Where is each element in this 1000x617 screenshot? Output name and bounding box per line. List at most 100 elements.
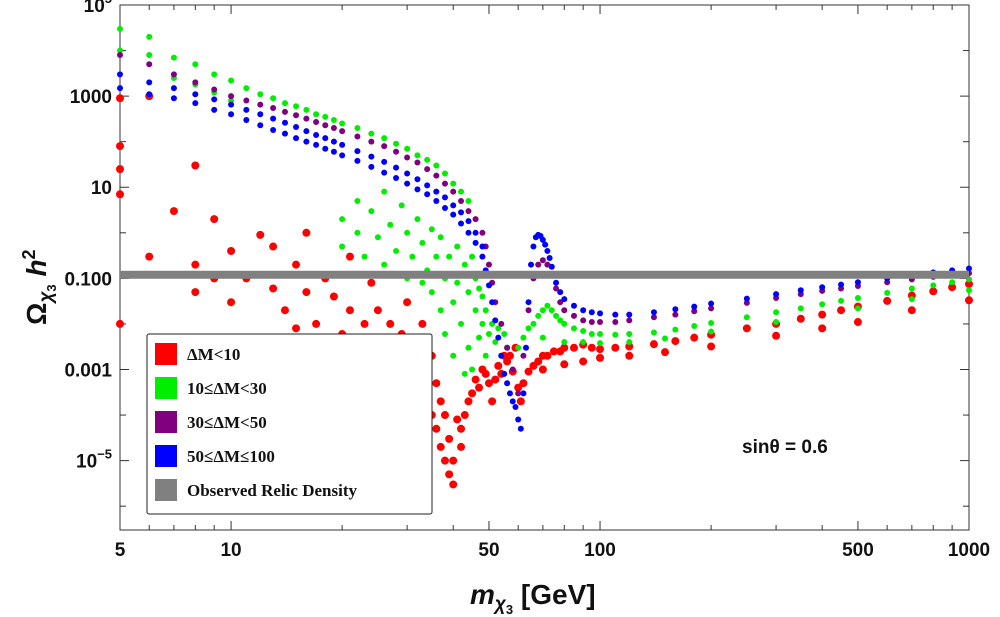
scatter-point <box>393 148 400 155</box>
scatter-point <box>368 208 375 215</box>
scatter-point <box>116 165 124 174</box>
scatter-point <box>116 319 124 328</box>
scatter-point <box>626 339 633 346</box>
scatter-point <box>256 230 265 239</box>
y-tick-label: 105 <box>84 0 112 17</box>
scatter-point <box>907 306 916 315</box>
scatter-point <box>360 319 369 328</box>
scatter-point <box>498 320 505 327</box>
scatter-point <box>117 25 123 32</box>
scatter-point <box>368 138 375 145</box>
scatter-point <box>374 234 381 241</box>
legend-swatch <box>155 479 177 501</box>
scatter-point <box>458 220 465 227</box>
scatter-point <box>742 324 751 333</box>
scatter-point <box>773 309 780 316</box>
scatter-point <box>672 306 679 313</box>
scatter-point <box>257 91 264 98</box>
legend-swatch <box>155 411 177 433</box>
scatter-point <box>170 71 177 78</box>
scatter-point <box>354 133 361 140</box>
scatter-point <box>433 172 440 179</box>
scatter-point <box>449 456 458 465</box>
scatter-point <box>516 397 525 406</box>
scatter-point <box>544 302 551 309</box>
scatter-point <box>145 252 154 261</box>
scatter-point <box>461 261 468 268</box>
scatter-point <box>515 390 522 397</box>
scatter-point <box>454 279 461 286</box>
scatter-point <box>404 180 411 187</box>
scatter-point <box>476 285 483 292</box>
scatter-point <box>404 154 411 161</box>
scatter-point <box>414 159 421 166</box>
scatter-point <box>293 135 300 142</box>
scatter-point <box>303 115 310 122</box>
scatter-point <box>330 138 337 145</box>
scatter-point <box>772 331 781 340</box>
scatter-point <box>596 345 605 354</box>
scatter-point <box>146 51 153 58</box>
scatter-point <box>367 278 376 287</box>
scatter-point <box>424 191 431 198</box>
scatter-point <box>303 138 310 145</box>
scatter-point <box>504 344 511 351</box>
scatter-point <box>339 152 346 159</box>
scatter-point <box>330 116 337 123</box>
scatter-point <box>386 319 395 328</box>
sin-theta-annotation: sinθ = 0.6 <box>742 437 828 458</box>
scatter-point <box>461 370 468 377</box>
scatter-point <box>281 130 288 137</box>
scatter-point <box>465 344 472 351</box>
scatter-point <box>428 226 435 233</box>
scatter-point <box>432 379 441 388</box>
scatter-point <box>464 397 473 406</box>
scatter-point <box>393 174 400 181</box>
scatter-point <box>469 366 476 373</box>
scatter-point <box>534 357 543 366</box>
scatter-point <box>191 260 200 269</box>
scatter-point <box>570 312 577 319</box>
scatter-point <box>192 79 199 86</box>
scatter-point <box>312 319 321 328</box>
scatter-point <box>548 263 555 270</box>
scatter-point <box>458 188 465 195</box>
scatter-point <box>625 351 634 360</box>
x-axis-title: mχ3 [GeV] <box>470 579 596 617</box>
scatter-point <box>515 416 522 423</box>
scatter-point <box>436 442 445 451</box>
scatter-point <box>580 327 587 334</box>
scatter-point <box>743 299 750 306</box>
scatter-point <box>322 113 329 120</box>
scatter-point <box>965 280 973 289</box>
scatter-point <box>506 390 513 397</box>
scatter-point <box>611 343 620 352</box>
scatter-point <box>501 331 508 338</box>
legend-label: Observed Relic Density <box>187 481 357 500</box>
scatter-points <box>116 25 973 489</box>
scatter-point <box>708 300 715 307</box>
scatter-point <box>339 141 346 148</box>
scatter-point <box>211 106 218 113</box>
scatter-point <box>228 111 235 118</box>
scatter-point <box>227 298 236 307</box>
scatter-point <box>481 369 490 378</box>
scatter-point <box>965 296 973 305</box>
scatter-point <box>117 51 123 58</box>
scatter-point <box>409 253 416 260</box>
scatter-point <box>339 216 346 223</box>
scatter-point <box>520 352 527 359</box>
scatter-point <box>192 61 199 68</box>
scatter-point <box>797 287 804 294</box>
scatter-point <box>433 188 440 195</box>
scatter-point <box>393 164 400 171</box>
scatter-point <box>433 197 440 204</box>
observed-relic-density-band <box>120 270 969 279</box>
scatter-point <box>368 153 375 160</box>
scatter-point <box>626 311 633 318</box>
y-tick-label: 10−5 <box>76 447 112 473</box>
scatter-point <box>479 243 486 250</box>
scatter-point <box>524 367 533 376</box>
scatter-point <box>560 360 569 369</box>
scatter-point <box>437 234 444 241</box>
